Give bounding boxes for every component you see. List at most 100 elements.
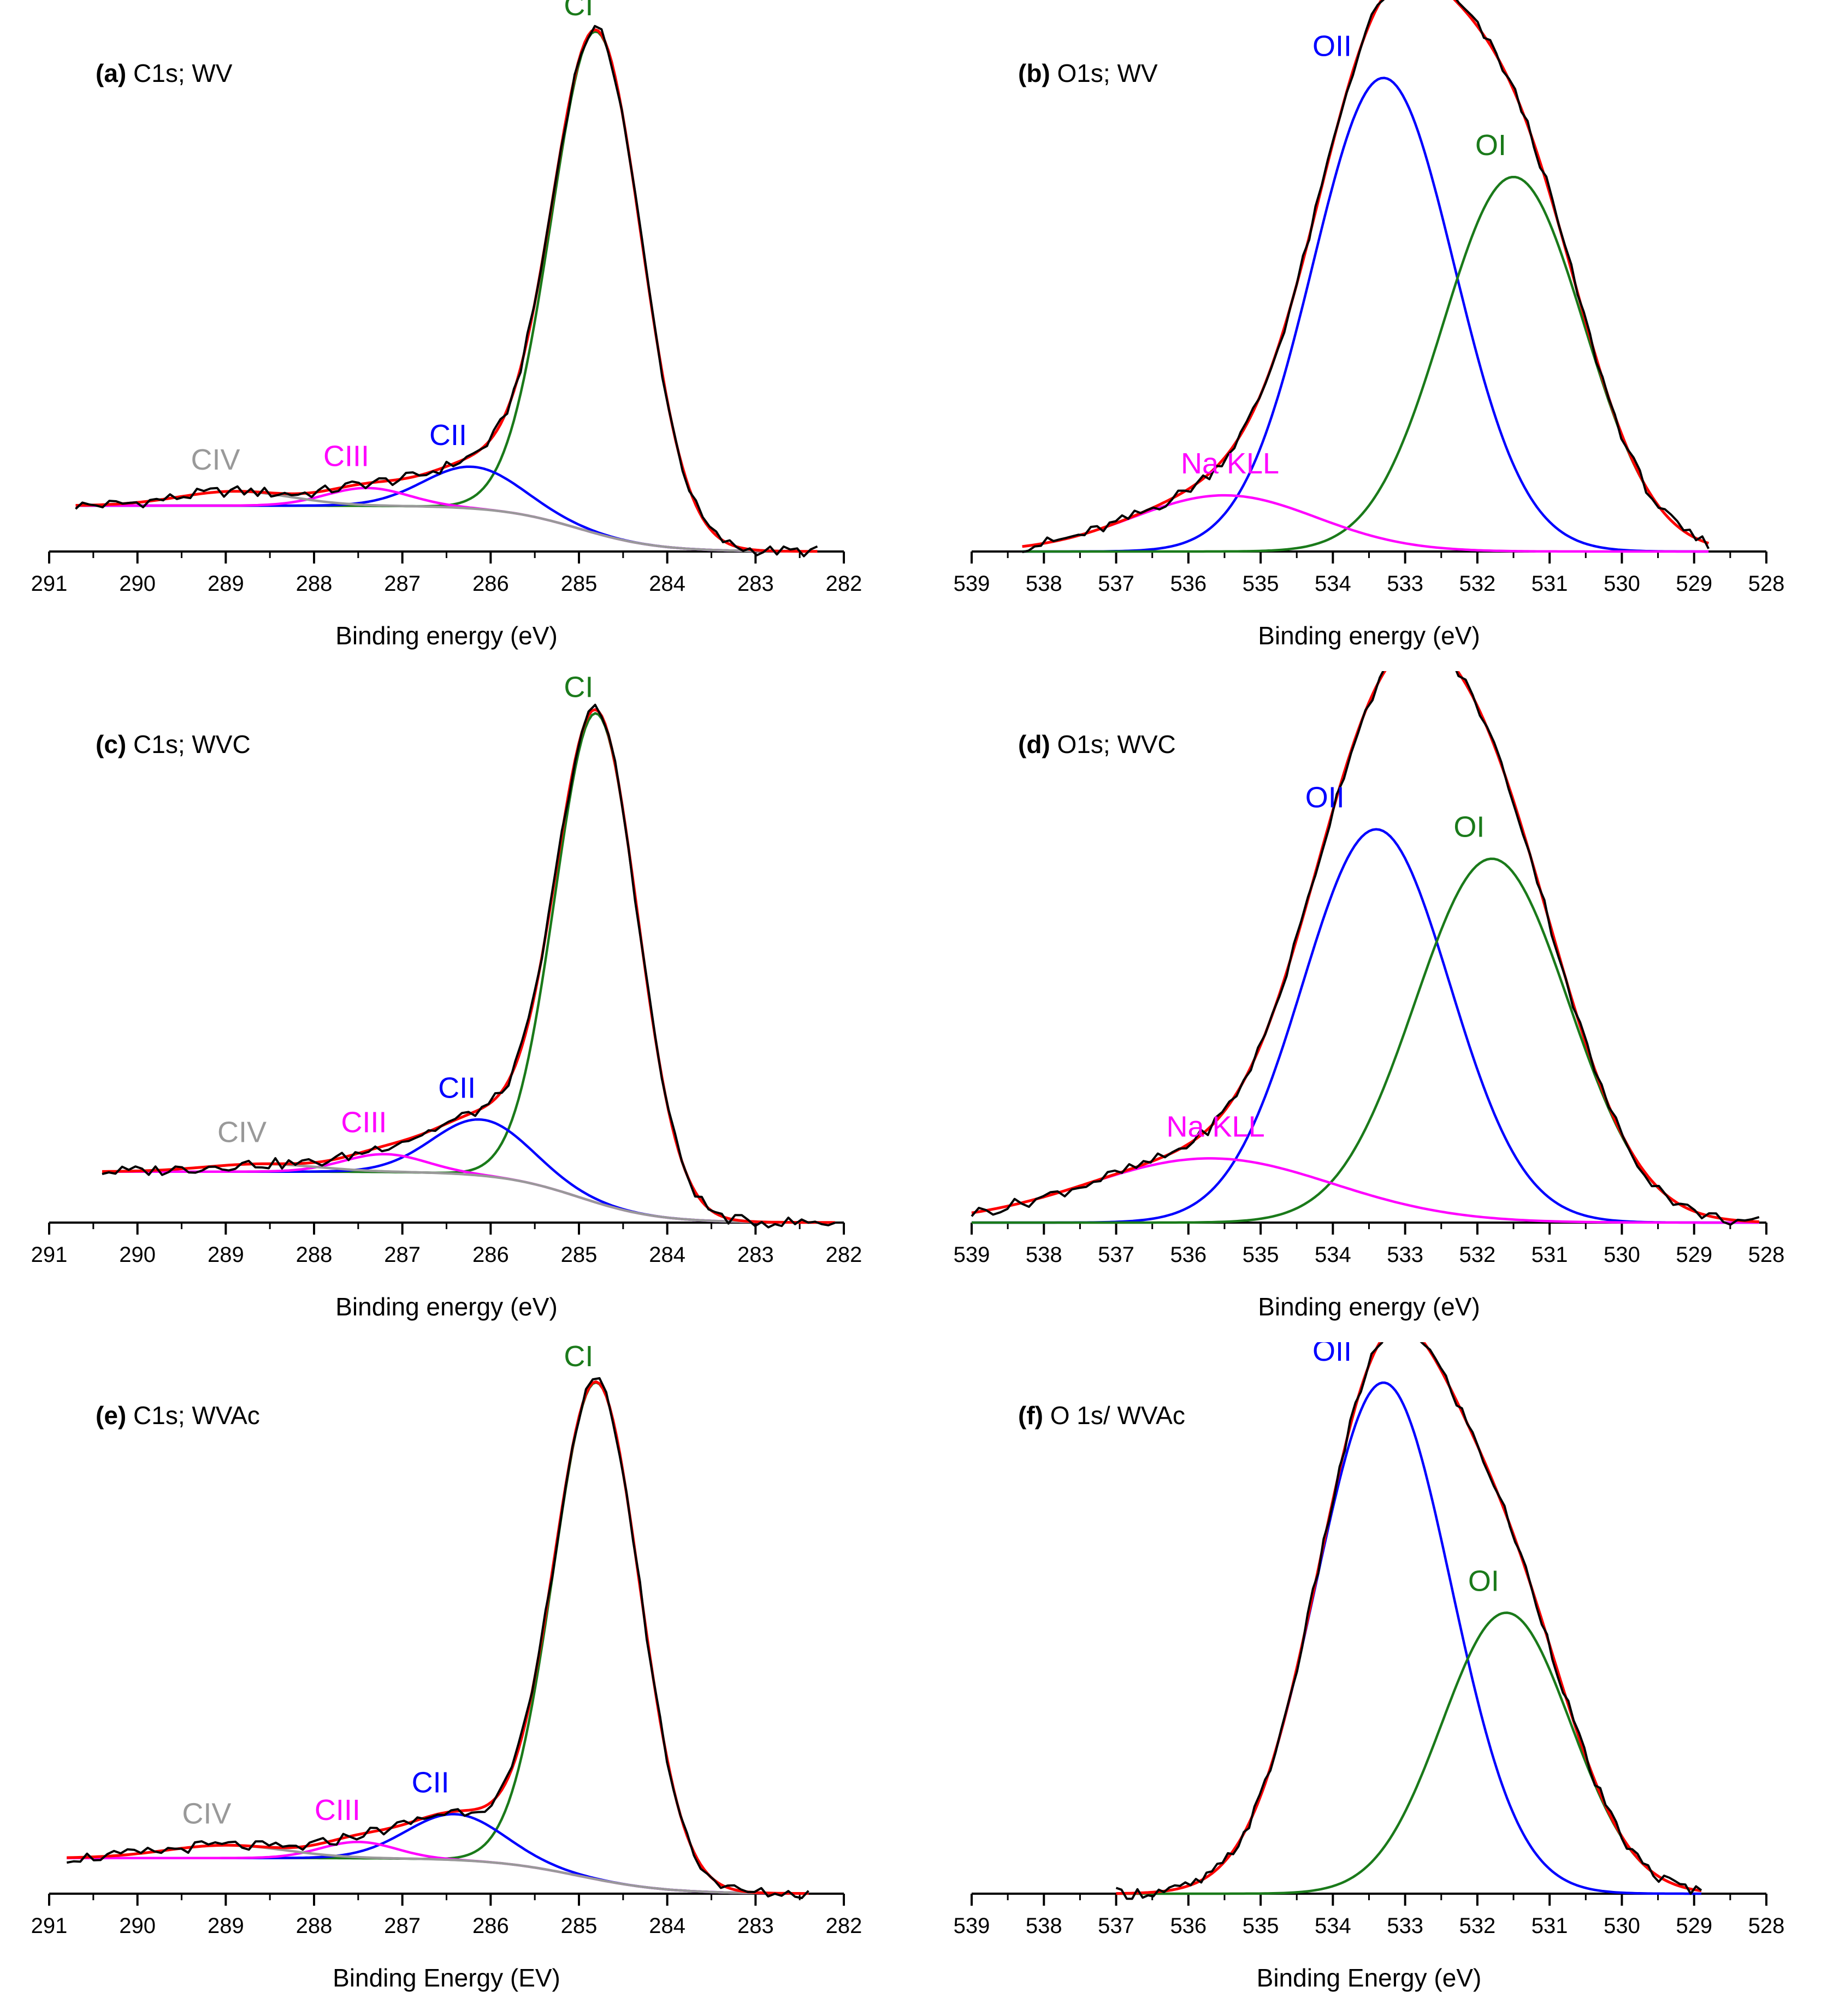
x-tick-label: 533 — [1387, 572, 1423, 596]
x-tick-label: 290 — [119, 572, 156, 596]
chart-svg-c: (c) C1s; WVC 291 290 289 288 287 286 285 284 283 2… — [31, 671, 862, 1321]
x-tick-label: 528 — [1748, 572, 1785, 596]
x-tick-label: 289 — [208, 572, 244, 596]
x-tick-label: 534 — [1315, 1243, 1351, 1267]
peak-label-ci: CI — [564, 671, 593, 704]
x-tick-label: 529 — [1676, 1914, 1712, 1938]
x-tick-label: 533 — [1387, 1914, 1423, 1938]
measured-data-line — [1115, 1319, 1702, 1900]
chart-panel-b: (b) O1s; WV 539 538 537 536 535 534 533 532 531 53… — [922, 0, 1845, 671]
envelope-line — [102, 708, 835, 1224]
chart-title-e: (e) C1s; WVAc — [96, 1401, 260, 1430]
x-axis-title: Binding Energy (eV) — [1257, 1964, 1482, 1992]
x-tick-label: 288 — [296, 572, 333, 596]
x-tick-label: 530 — [1604, 1243, 1640, 1267]
x-tick-label: 535 — [1243, 572, 1279, 596]
x-tick-label: 532 — [1459, 1914, 1496, 1938]
peak-label-cii: CII — [438, 1071, 476, 1104]
x-tick-label: 288 — [296, 1243, 333, 1267]
x-tick-label: 528 — [1748, 1243, 1785, 1267]
x-tick-label: 284 — [649, 1243, 685, 1267]
measured-data-line — [75, 25, 818, 558]
x-tick-label: 539 — [954, 572, 990, 596]
peak-label-cii: CII — [412, 1766, 450, 1799]
x-tick-label: 289 — [208, 1914, 244, 1938]
chart-title-text: C1s; WVC — [126, 730, 250, 758]
x-tick-label: 537 — [1098, 1243, 1134, 1267]
chart-panel-e: (e) C1s; WVAc 291 290 289 288 287 286 285 284 283… — [0, 1340, 922, 2013]
x-tick-label: 288 — [296, 1914, 333, 1938]
peak-label-civ: CIV — [182, 1797, 231, 1830]
measured-data-line — [102, 703, 836, 1229]
x-tick-label: 284 — [649, 1914, 685, 1938]
chart-title-tag: (c) — [96, 730, 126, 758]
x-tick-label: 531 — [1531, 1914, 1568, 1938]
chart-title-text: O1s; WV — [1050, 59, 1158, 87]
component-line-cii — [75, 465, 818, 553]
x-tick-label: 284 — [649, 572, 685, 596]
x-tick-label: 534 — [1315, 1914, 1351, 1938]
chart-svg-a: (a) C1s; WV 291 290 289 288 287 286 285 284 283 28… — [31, 0, 862, 650]
peak-label-na-kll: Na KLL — [1181, 447, 1279, 480]
envelope-line — [75, 28, 818, 553]
measured-data-line — [971, 640, 1760, 1226]
x-tick-label: 538 — [1026, 1914, 1062, 1938]
component-line-civ — [67, 1844, 809, 1895]
x-axis-title: Binding energy (eV) — [335, 621, 558, 650]
x-tick-label: 291 — [31, 572, 68, 596]
component-line-oii — [1022, 76, 1709, 553]
peak-label-ciii: CIII — [315, 1794, 360, 1827]
component-line-na-kll — [1022, 494, 1709, 553]
chart-panel-d: (d) O1s; WVC 539 538 537 536 535 534 533 532 531 5… — [922, 640, 1845, 1342]
chart-svg-e: (e) C1s; WVAc 291 290 289 288 287 286 285 284 283… — [31, 1340, 862, 1992]
component-line-ciii — [102, 1153, 835, 1224]
x-tick-label: 536 — [1170, 1914, 1207, 1938]
x-tick-label: 283 — [737, 572, 774, 596]
x-tick-label: 535 — [1243, 1243, 1279, 1267]
x-tick-label: 286 — [472, 1243, 509, 1267]
chart-title-f: (f) O 1s/ WVAc — [1018, 1401, 1185, 1430]
x-tick-label: 530 — [1604, 1914, 1640, 1938]
component-line-ci — [75, 30, 818, 553]
peak-label-oi: OI — [1453, 811, 1485, 844]
envelope-line — [1116, 1324, 1702, 1895]
peak-label-ci: CI — [564, 0, 593, 22]
x-tick-label: 537 — [1098, 1914, 1134, 1938]
peak-label-ci: CI — [564, 1342, 593, 1373]
x-tick-label: 535 — [1243, 1914, 1279, 1938]
x-tick-label: 287 — [384, 1914, 421, 1938]
x-tick-label: 532 — [1459, 1243, 1496, 1267]
x-tick-label: 286 — [472, 572, 509, 596]
chart-title-text: O1s; WVC — [1050, 730, 1176, 758]
measured-data-line — [66, 1377, 809, 1899]
chart-title-b: (b) O1s; WV — [1018, 59, 1158, 87]
component-line-oii — [972, 828, 1759, 1224]
chart-title-tag: (b) — [1018, 59, 1050, 87]
chart-title-tag: (a) — [96, 59, 126, 87]
x-tick-label: 538 — [1026, 1243, 1062, 1267]
x-tick-label: 534 — [1315, 572, 1351, 596]
peak-label-oi: OI — [1468, 1565, 1499, 1598]
x-axis-title: Binding energy (eV) — [1258, 621, 1480, 650]
x-tick-label: 286 — [472, 1914, 509, 1938]
x-tick-label: 536 — [1170, 1243, 1207, 1267]
peak-label-civ: CIV — [191, 443, 240, 476]
component-line-oi — [1022, 175, 1709, 553]
x-tick-label: 285 — [561, 1914, 598, 1938]
x-tick-label: 538 — [1026, 572, 1062, 596]
peak-label-ciii: CIII — [341, 1106, 387, 1139]
component-line-ci — [102, 712, 835, 1224]
x-tick-label: 285 — [561, 1243, 598, 1267]
x-tick-label: 289 — [208, 1243, 244, 1267]
chart-panel-f: (f) O 1s/ WVAc 539 538 537 536 535 534 533 532 53… — [922, 1319, 1845, 2013]
peak-label-ciii: CIII — [323, 440, 369, 473]
x-tick-label: 539 — [954, 1243, 990, 1267]
x-tick-label: 291 — [31, 1914, 68, 1938]
chart-title-tag: (f) — [1018, 1401, 1043, 1430]
x-axis-title: Binding energy (eV) — [335, 1292, 558, 1321]
x-axis-title: Binding Energy (EV) — [333, 1964, 560, 1992]
chart-title-text: C1s; WV — [126, 59, 233, 87]
x-tick-label: 283 — [737, 1243, 774, 1267]
measured-data-line — [1022, 0, 1710, 553]
